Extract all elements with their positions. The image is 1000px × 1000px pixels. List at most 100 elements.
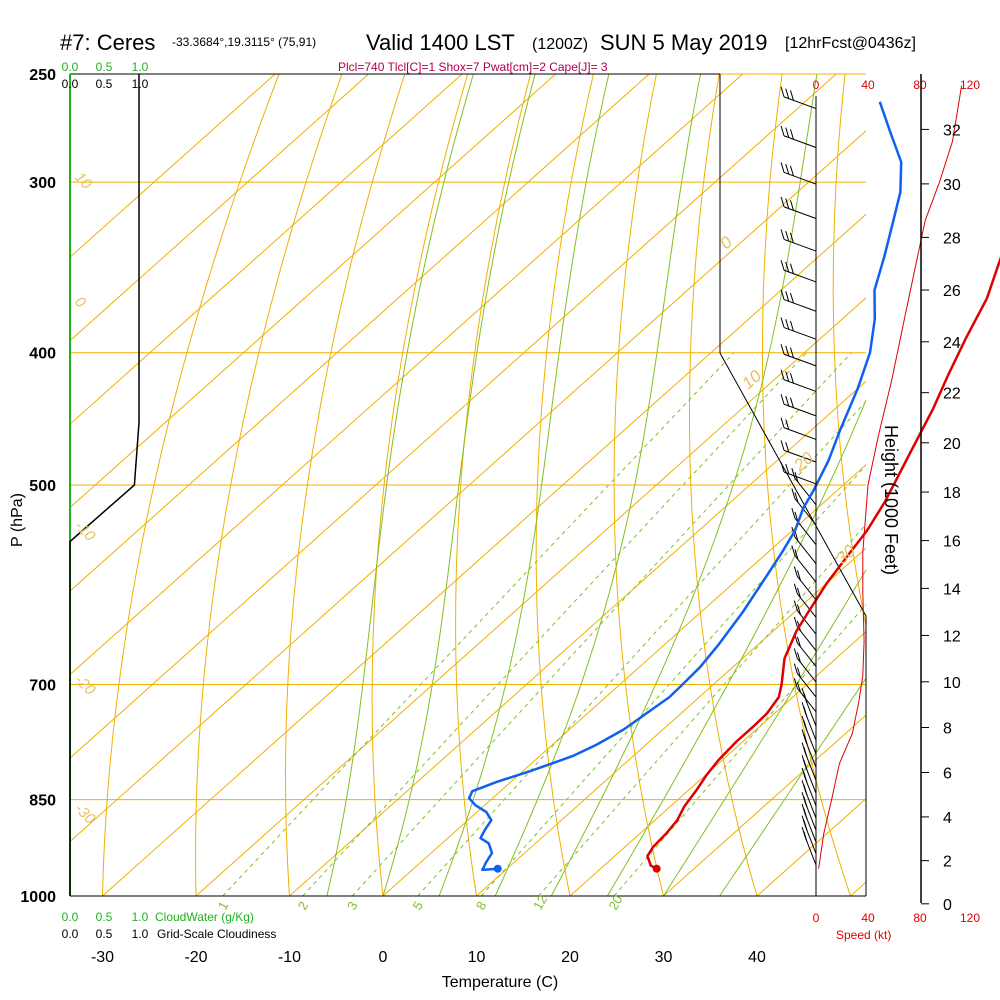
- wind-barb-flag-32-1: [803, 759, 808, 771]
- station-location: -33.3684°,19.3115° (75,91): [172, 35, 316, 49]
- height-tick-12: 12: [943, 628, 961, 645]
- wind-barb-flag-6-2: [789, 292, 794, 304]
- pressure-tick-700: 700: [29, 678, 56, 695]
- cloud-water-tick-bottom-1: 0.5: [96, 910, 113, 924]
- isotherm-right-label-1: 10: [738, 366, 765, 393]
- cloud-water-tick-bottom-0: 0.0: [62, 910, 79, 924]
- mixing-ratio-label-4: 8: [473, 899, 490, 913]
- height-tick-32: 32: [943, 122, 961, 139]
- wind-barb-staff-4: [783, 238, 817, 252]
- moist-adiabat-18: [550, 74, 818, 896]
- wind-barb-flag-8-1: [785, 345, 790, 357]
- dry-adiabat-50: [762, 74, 851, 896]
- wind-barb-staff-28: [804, 712, 817, 741]
- wind-barb-flag-6-0: [780, 289, 785, 300]
- wind-barb-staff-0: [783, 96, 817, 110]
- mixing-ratio-1: [222, 352, 735, 896]
- dry-adiabat-30: [613, 74, 664, 896]
- isotherm--90: [70, 74, 463, 425]
- wind-barb-flag-20-0: [793, 583, 798, 594]
- mixing-ratio-label-5: 12: [530, 893, 550, 913]
- cloud-water-tick-top-1: 0.5: [96, 60, 113, 74]
- wind-barb-flag-21-1: [796, 604, 801, 615]
- height-tick-16: 16: [943, 534, 961, 551]
- speed-tick-bottom-0: 0: [813, 911, 820, 925]
- height-tick-24: 24: [943, 335, 961, 352]
- dry-adiabat-60: [832, 74, 866, 629]
- wind-barb-staff-2: [783, 171, 817, 185]
- temperature-tick--30: -30: [91, 949, 114, 966]
- moist-adiabat--6: [326, 74, 474, 896]
- moist-adiabat-6: [438, 74, 610, 896]
- wind-barb-flag-11-1: [785, 419, 790, 430]
- wind-barb-flag-18-1: [794, 549, 799, 560]
- dewpoint-surface-marker: [493, 864, 502, 873]
- wind-barb-flag-20-1: [796, 587, 801, 598]
- height-tick-4: 4: [943, 810, 952, 827]
- wind-barb-flag-3-2: [789, 200, 794, 211]
- dry-adiabat--20: [195, 74, 343, 896]
- wind-barb-flag-1-0: [780, 125, 785, 137]
- wind-barb-flag-11-0: [780, 417, 785, 428]
- wind-barb-flag-24-1: [796, 652, 801, 663]
- wind-barb-flag-27-1: [803, 692, 808, 704]
- mixing-ratio-5: [417, 400, 866, 896]
- wind-barb-flag-26-0: [793, 678, 798, 689]
- tropopause-boundary: [719, 352, 867, 896]
- pressure-tick-300: 300: [29, 175, 56, 192]
- temperature-tick--10: -10: [278, 949, 301, 966]
- wind-barb-flag-23-1: [796, 636, 801, 648]
- wind-barb-flag-7-1: [785, 319, 790, 330]
- mixing-ratio-label-3: 5: [409, 899, 426, 913]
- cloudiness-label: Grid-Scale Cloudiness: [157, 927, 276, 941]
- wind-barb-staff-11: [783, 427, 817, 440]
- wind-barb-flag-0-1: [785, 88, 790, 99]
- wind-barb-flag-13-1: [785, 463, 790, 475]
- wind-barb-staff-18: [794, 555, 817, 583]
- temperature-tick-0: 0: [379, 949, 388, 966]
- forecast-label: [12hrFcst@0436z]: [785, 35, 916, 52]
- isotherm-right-label-2: 20: [790, 448, 818, 476]
- wind-barb-flag-14-0: [791, 468, 796, 479]
- cloudiness-tick-top-1: 0.5: [96, 77, 113, 91]
- wind-barb-flag-21-0: [793, 600, 798, 611]
- isotherm-30: [663, 714, 866, 896]
- cloudiness-tick-bottom-2: 1.0: [132, 927, 149, 941]
- isotherm-10: [476, 547, 866, 896]
- wind-barb-flag-13-0: [780, 462, 785, 473]
- mixing-ratio-2: [302, 352, 807, 896]
- moist-adiabat-12: [494, 74, 701, 896]
- height-tick-8: 8: [943, 720, 952, 737]
- wind-barb-flag-28-1: [803, 706, 808, 718]
- wind-barb-flag-36-1: [803, 808, 808, 819]
- isobar-lines: [70, 73, 866, 897]
- wind-barb-flag-8-0: [780, 344, 785, 355]
- wind-barb-flag-12-1: [785, 441, 790, 453]
- x-axis-label: Temperature (C): [442, 974, 558, 991]
- wind-barb-flag-10-0: [780, 394, 785, 405]
- temperature-tick--20: -20: [184, 949, 207, 966]
- wind-speed-line: [818, 85, 963, 869]
- height-tick-30: 30: [943, 177, 961, 194]
- temperature-surface-marker: [652, 864, 661, 873]
- wind-barb-flag-12-0: [780, 440, 785, 451]
- wind-barb-flag-5-0: [780, 260, 785, 271]
- wind-barb-flag-5-2: [789, 263, 794, 274]
- isotherm-label-2: -10: [71, 517, 99, 545]
- zulu-time: (1200Z): [532, 36, 588, 53]
- wind-barb-staff-8: [783, 353, 817, 367]
- wind-barb-flag-7-2: [789, 320, 794, 332]
- speed-tick-bottom-3: 120: [960, 911, 980, 925]
- dewpoint-line: [467, 101, 903, 872]
- cloud-water-tick-top-0: 0.0: [62, 60, 79, 74]
- wind-barb-flag-31-1: [803, 747, 808, 758]
- isotherm-label-4: -30: [71, 800, 99, 828]
- dry-adiabat-lines: [102, 74, 866, 896]
- wind-barb-flag-29-1: [803, 720, 808, 731]
- height-tick-10: 10: [943, 675, 961, 692]
- moist-adiabat-36: [719, 677, 866, 896]
- wind-barb-flag-15-0: [791, 488, 796, 499]
- wind-barb-staff-17: [794, 536, 817, 565]
